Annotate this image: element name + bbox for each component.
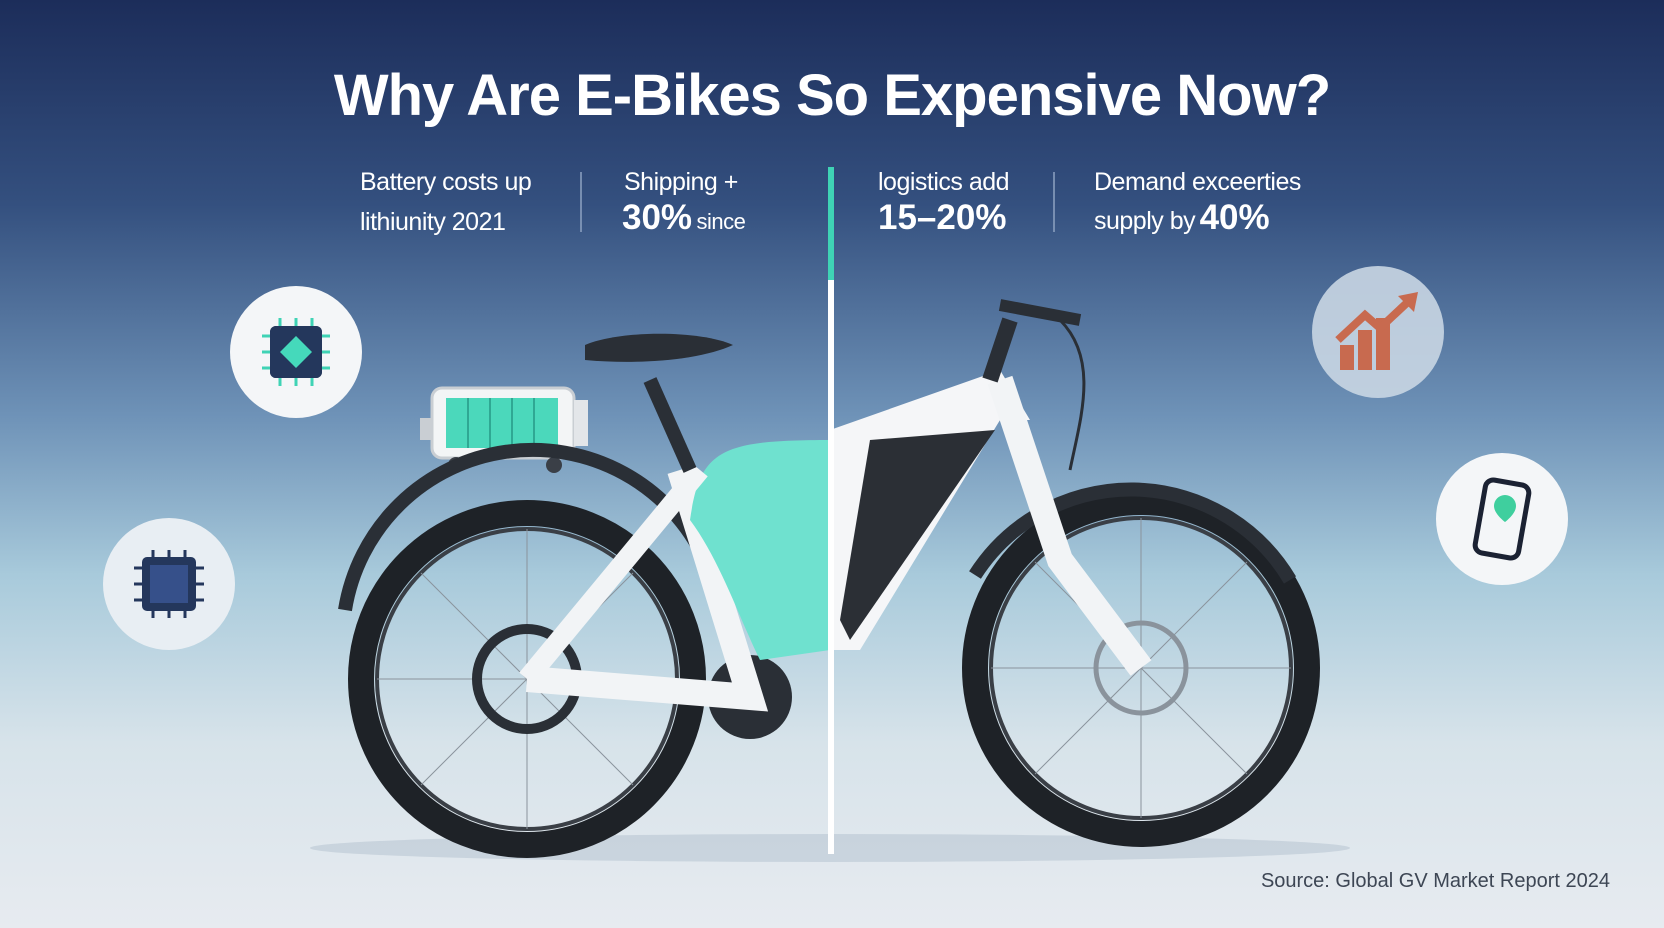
stat-figure: 30%: [622, 198, 693, 237]
stat-figure: 40%: [1199, 198, 1270, 237]
stat-line: Demand exceerties: [1094, 168, 1301, 196]
stat-line: Shipping +: [624, 168, 738, 196]
stat-line: logistics add: [878, 168, 1010, 196]
stat-row: 30% since: [622, 198, 746, 238]
stat-line: Battery costs up: [360, 168, 532, 196]
source: Source: Global GV Market Report 2024: [1260, 870, 1610, 892]
stat-row: supply by 40%: [1094, 198, 1270, 238]
title: Why Are E-Bikes So Expensive Now?: [333, 63, 1331, 128]
stat-line: since: [696, 209, 746, 234]
stat-figure: 15–20%: [878, 198, 1007, 237]
stat-line: supply by: [1094, 207, 1196, 235]
stat-line: lithiunity 2021: [360, 208, 506, 236]
